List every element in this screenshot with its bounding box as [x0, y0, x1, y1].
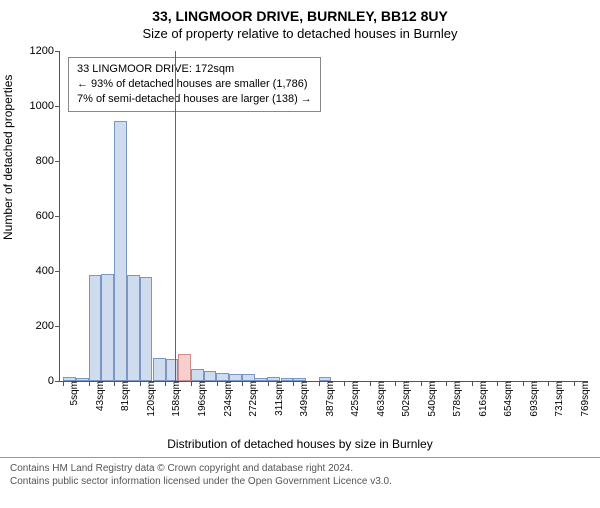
- histogram-bar: [140, 277, 153, 382]
- y-tick-mark: [55, 326, 60, 327]
- x-tick-mark: [242, 381, 243, 386]
- y-tick-mark: [55, 216, 60, 217]
- x-tick-label: 349sqm: [293, 381, 310, 417]
- chart-container: Number of detached properties 33 LINGMOO…: [0, 45, 600, 435]
- x-tick-label: 81sqm: [114, 381, 131, 411]
- histogram-bar: [89, 275, 102, 381]
- info-box: 33 LINGMOOR DRIVE: 172sqm ← 93% of detac…: [68, 57, 321, 112]
- x-tick-label: 43sqm: [89, 381, 106, 411]
- x-tick-mark: [395, 381, 396, 386]
- x-tick-mark: [319, 381, 320, 386]
- histogram-bar: [242, 374, 255, 381]
- y-axis-label: Number of detached properties: [1, 75, 15, 240]
- footer: Contains HM Land Registry data © Crown c…: [0, 457, 600, 488]
- x-axis-label: Distribution of detached houses by size …: [0, 437, 600, 451]
- x-tick-label: 272sqm: [242, 381, 259, 417]
- x-tick-label: 196sqm: [191, 381, 208, 417]
- x-tick-mark: [421, 381, 422, 386]
- footer-line-2: Contains public sector information licen…: [10, 475, 590, 488]
- x-tick-mark: [446, 381, 447, 386]
- x-tick-label: 120sqm: [140, 381, 157, 417]
- histogram-bar: [281, 378, 294, 381]
- x-tick-mark: [497, 381, 498, 386]
- x-tick-mark: [548, 381, 549, 386]
- y-tick-mark: [55, 51, 60, 52]
- reference-line: [175, 51, 176, 381]
- x-tick-label: 693sqm: [523, 381, 540, 417]
- y-tick-mark: [55, 271, 60, 272]
- histogram-bar: [101, 274, 114, 381]
- x-tick-mark: [63, 381, 64, 386]
- x-tick-label: 463sqm: [370, 381, 387, 417]
- x-tick-mark: [293, 381, 294, 386]
- histogram-bar: [319, 377, 332, 381]
- x-tick-mark: [114, 381, 115, 386]
- x-tick-mark: [89, 381, 90, 386]
- y-tick-mark: [55, 161, 60, 162]
- histogram-bar: [191, 369, 204, 381]
- x-tick-label: 234sqm: [217, 381, 234, 417]
- x-tick-label: 540sqm: [421, 381, 438, 417]
- info-line-1: 33 LINGMOOR DRIVE: 172sqm: [77, 62, 312, 77]
- x-tick-label: 158sqm: [165, 381, 182, 417]
- info-line-3: 7% of semi-detached houses are larger (1…: [77, 92, 312, 107]
- histogram-bar: [204, 371, 217, 381]
- histogram-bar: [114, 121, 127, 381]
- histogram-bar: [216, 373, 229, 381]
- x-tick-label: 502sqm: [395, 381, 412, 417]
- x-tick-label: 5sqm: [63, 381, 80, 405]
- x-tick-label: 578sqm: [446, 381, 463, 417]
- y-tick-mark: [55, 106, 60, 107]
- plot-area: 33 LINGMOOR DRIVE: 172sqm ← 93% of detac…: [59, 51, 588, 382]
- x-tick-label: 425sqm: [344, 381, 361, 417]
- histogram-bar: [178, 354, 191, 382]
- x-tick-mark: [217, 381, 218, 386]
- x-tick-mark: [191, 381, 192, 386]
- histogram-bar: [153, 358, 166, 381]
- x-tick-mark: [268, 381, 269, 386]
- histogram-bar: [166, 359, 179, 381]
- x-tick-label: 311sqm: [268, 381, 285, 416]
- x-tick-mark: [472, 381, 473, 386]
- x-tick-label: 387sqm: [319, 381, 336, 417]
- title-sub: Size of property relative to detached ho…: [0, 26, 600, 41]
- histogram-bar: [229, 374, 242, 381]
- histogram-bar: [254, 378, 267, 381]
- y-tick-mark: [55, 381, 60, 382]
- histogram-bar: [267, 377, 280, 381]
- x-tick-label: 769sqm: [574, 381, 591, 417]
- histogram-bar: [127, 275, 140, 381]
- title-main: 33, LINGMOOR DRIVE, BURNLEY, BB12 8UY: [0, 8, 600, 24]
- x-tick-mark: [344, 381, 345, 386]
- x-tick-label: 616sqm: [472, 381, 489, 417]
- histogram-bar: [76, 378, 89, 381]
- info-line-2: ← 93% of detached houses are smaller (1,…: [77, 77, 312, 92]
- x-tick-mark: [165, 381, 166, 386]
- x-tick-mark: [574, 381, 575, 386]
- x-tick-mark: [140, 381, 141, 386]
- histogram-bar: [63, 377, 76, 381]
- footer-line-1: Contains HM Land Registry data © Crown c…: [10, 462, 590, 475]
- x-tick-mark: [523, 381, 524, 386]
- x-tick-label: 654sqm: [497, 381, 514, 417]
- x-tick-mark: [370, 381, 371, 386]
- x-tick-label: 731sqm: [548, 381, 565, 417]
- histogram-bar: [293, 378, 306, 381]
